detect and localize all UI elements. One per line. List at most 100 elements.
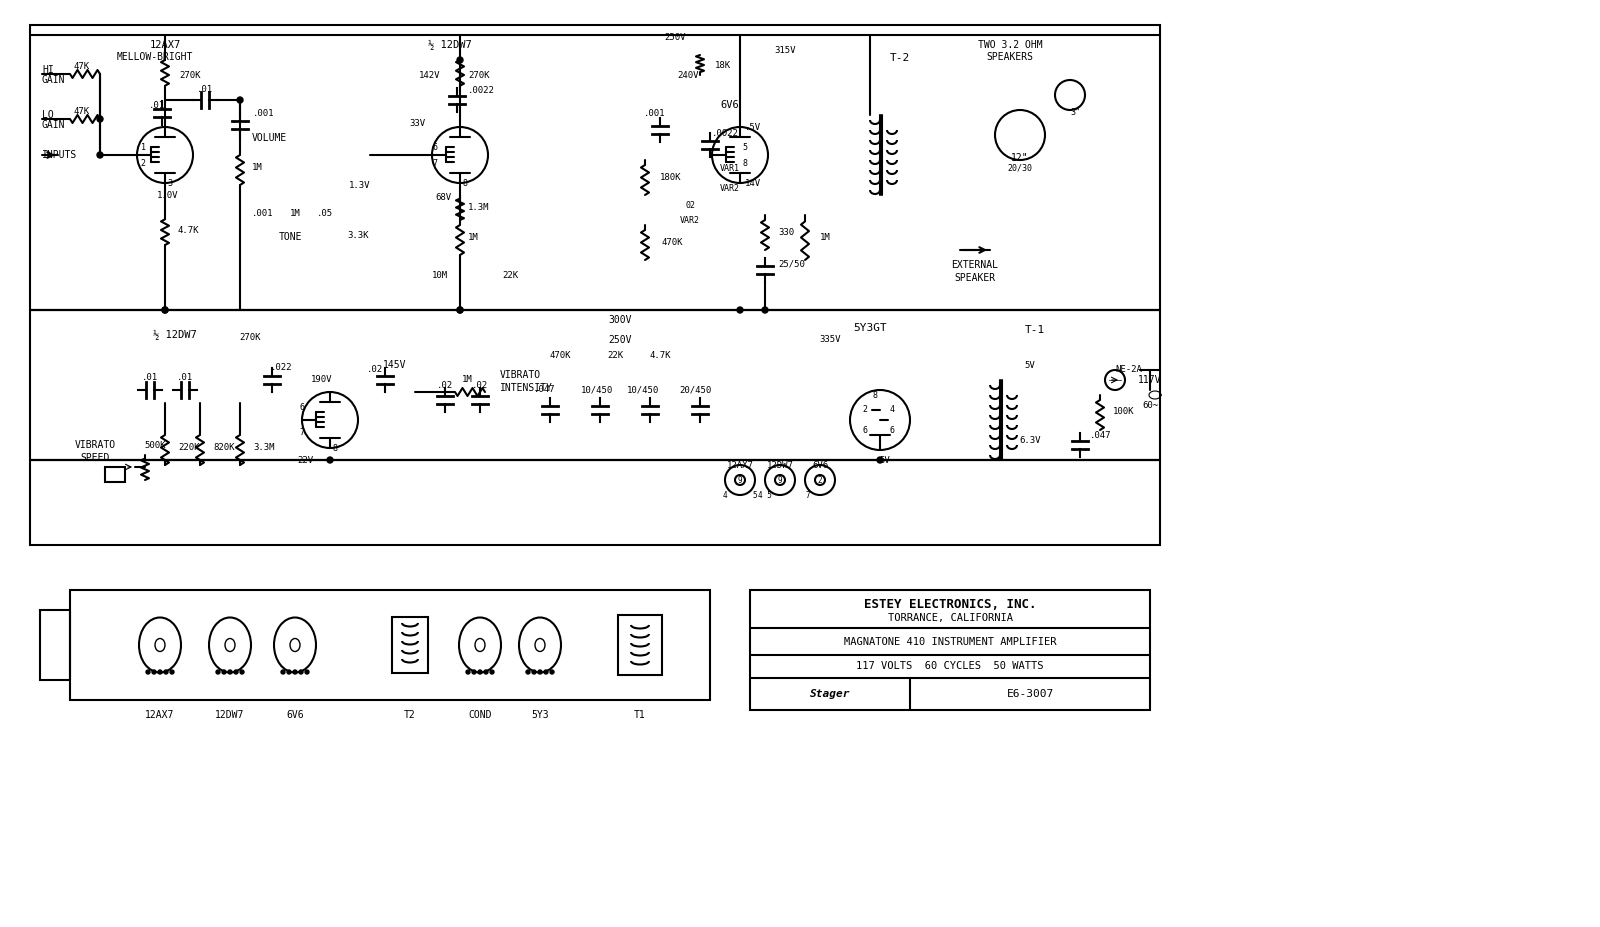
Text: 1M: 1M	[819, 233, 830, 242]
Circle shape	[282, 670, 285, 674]
Text: LO: LO	[42, 110, 54, 120]
Text: 22K: 22K	[606, 350, 622, 360]
Text: 1M: 1M	[467, 233, 478, 242]
Text: 20/30: 20/30	[1008, 163, 1032, 172]
Text: .001: .001	[645, 108, 666, 118]
Text: 117V: 117V	[1138, 375, 1162, 385]
Text: 1: 1	[141, 143, 146, 151]
Text: GAIN: GAIN	[42, 75, 66, 85]
Text: SPEAKERS: SPEAKERS	[987, 52, 1034, 62]
Text: .022: .022	[272, 363, 293, 373]
Text: 5Y3: 5Y3	[531, 710, 549, 720]
Text: ½ 12DW7: ½ 12DW7	[429, 40, 472, 50]
Circle shape	[483, 670, 488, 674]
Text: COND: COND	[469, 710, 491, 720]
Text: 02: 02	[685, 200, 694, 210]
Text: TWO 3.2 OHM: TWO 3.2 OHM	[978, 40, 1042, 50]
Text: 1.3V: 1.3V	[349, 181, 371, 189]
Circle shape	[538, 670, 542, 674]
Text: 4: 4	[890, 405, 894, 414]
Text: .001: .001	[253, 108, 275, 118]
Text: 25/50: 25/50	[778, 260, 805, 269]
Text: SPEED: SPEED	[80, 453, 110, 463]
Circle shape	[472, 670, 477, 674]
Text: 68V: 68V	[435, 193, 453, 201]
Text: VIBRATO: VIBRATO	[499, 370, 541, 380]
Text: 6V6: 6V6	[811, 461, 829, 469]
Circle shape	[170, 670, 174, 674]
Text: 12DW7: 12DW7	[766, 461, 794, 469]
Text: 4: 4	[723, 490, 728, 500]
Circle shape	[326, 457, 333, 463]
Text: 3.3K: 3.3K	[347, 231, 368, 239]
Text: 3: 3	[168, 179, 173, 187]
Text: ½ 12DW7: ½ 12DW7	[154, 330, 197, 340]
Text: 1M: 1M	[462, 375, 472, 385]
Text: 117 VOLTS  60 CYCLES  50 WATTS: 117 VOLTS 60 CYCLES 50 WATTS	[856, 661, 1043, 671]
Circle shape	[293, 670, 298, 674]
Text: 470K: 470K	[662, 237, 683, 247]
Text: .01: .01	[178, 374, 194, 383]
Text: 12AX7: 12AX7	[726, 461, 754, 469]
Text: 5V: 5V	[1024, 361, 1035, 370]
Text: E6-3007: E6-3007	[1006, 689, 1054, 699]
Text: 8: 8	[742, 159, 747, 168]
Text: 7: 7	[432, 159, 437, 168]
Text: 22V: 22V	[298, 455, 314, 464]
Circle shape	[877, 457, 883, 463]
Text: 1.0V: 1.0V	[157, 191, 179, 199]
Circle shape	[550, 670, 554, 674]
Text: 2: 2	[141, 159, 146, 168]
Text: 10/450: 10/450	[627, 386, 659, 395]
Bar	[30, 25, 1160, 545]
Circle shape	[146, 670, 150, 674]
Text: 47K: 47K	[74, 107, 90, 116]
Circle shape	[526, 670, 530, 674]
Text: 6.3V: 6.3V	[1019, 436, 1040, 445]
Text: 6V6: 6V6	[286, 710, 304, 720]
Circle shape	[240, 670, 243, 674]
Text: 14V: 14V	[746, 179, 762, 187]
Text: 5: 5	[752, 490, 757, 500]
Bar	[392, 617, 429, 673]
Circle shape	[98, 152, 102, 158]
Text: 12AX7: 12AX7	[149, 40, 181, 50]
Text: .02: .02	[366, 365, 382, 375]
Text: 12": 12"	[1011, 153, 1029, 163]
Text: 270K: 270K	[240, 334, 261, 342]
Circle shape	[152, 670, 157, 674]
Bar	[750, 590, 1150, 710]
Text: NE-2A: NE-2A	[1115, 365, 1142, 375]
Text: INTENSITY: INTENSITY	[499, 383, 554, 393]
Text: .5V: .5V	[746, 122, 762, 132]
Text: 12DW7: 12DW7	[216, 710, 245, 720]
Text: .001: .001	[253, 209, 274, 218]
Circle shape	[286, 670, 291, 674]
Text: 6: 6	[432, 143, 437, 151]
Circle shape	[738, 307, 742, 313]
Bar	[70, 590, 710, 700]
Text: 180K: 180K	[661, 172, 682, 182]
Text: .01: .01	[149, 100, 165, 109]
Circle shape	[490, 670, 494, 674]
Text: 47K: 47K	[74, 61, 90, 70]
Text: HI: HI	[42, 65, 54, 75]
Text: 1.3M: 1.3M	[467, 202, 490, 211]
Text: 3": 3"	[1070, 108, 1080, 117]
Text: .0022: .0022	[467, 85, 494, 95]
Bar	[106, 467, 125, 482]
Text: .02: .02	[437, 380, 453, 389]
Text: TONE: TONE	[278, 232, 302, 242]
Text: 6: 6	[890, 425, 894, 435]
Circle shape	[458, 57, 462, 63]
Circle shape	[158, 670, 162, 674]
Text: 8: 8	[872, 390, 877, 400]
Text: 100K: 100K	[1114, 408, 1134, 416]
Text: 4.7K: 4.7K	[650, 350, 670, 360]
Circle shape	[306, 670, 309, 674]
Bar	[618, 615, 662, 675]
Text: 270K: 270K	[179, 70, 200, 80]
Text: 7: 7	[806, 490, 810, 500]
Circle shape	[162, 307, 168, 313]
Circle shape	[762, 307, 768, 313]
